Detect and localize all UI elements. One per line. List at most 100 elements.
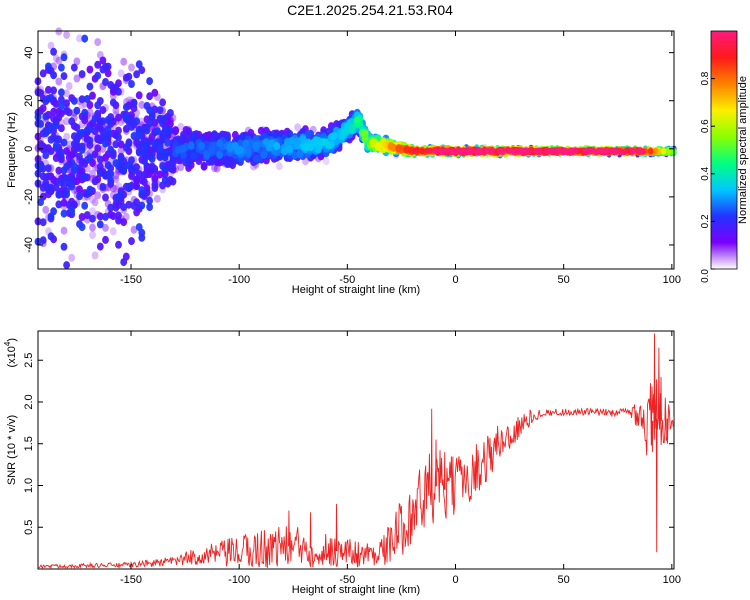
- spectrogram-cell: [146, 146, 154, 155]
- spectrogram-cell: [58, 63, 65, 72]
- spectrogram-cell: [515, 147, 521, 155]
- spectrogram-cell: [611, 148, 617, 155]
- spectrogram-cell: [146, 203, 154, 211]
- spectrogram-cell: [78, 213, 86, 221]
- snr-panel: -150 -100 -50 0 50 100 0.5 1.0 1.5 2.0 2.5 Height…: [3, 330, 681, 596]
- spectrogram-cell: [307, 143, 314, 152]
- spectrogram-cell: [109, 98, 117, 107]
- spectrogram-cell: [208, 157, 216, 166]
- spectrogram-cell: [86, 108, 94, 117]
- spectrogram-cell: [120, 166, 128, 175]
- spectrogram-cell: [198, 141, 205, 150]
- spectrogram-cell: [89, 207, 96, 216]
- spectrogram-y-tick-label: 0: [23, 146, 35, 152]
- spectrogram-cell: [81, 172, 89, 181]
- spectrogram-cell: [60, 198, 68, 207]
- spectrogram-cell: [130, 201, 138, 210]
- spectrogram-cell: [143, 126, 151, 135]
- spectrogram-cell: [52, 121, 60, 130]
- spectrogram-cell: [330, 132, 338, 140]
- spectrogram-cell: [50, 107, 57, 116]
- spectrogram-cell: [107, 169, 115, 178]
- spectrogram-cell: [325, 141, 333, 150]
- spectrogram-y-tick-label: -40: [23, 237, 35, 253]
- spectrogram-cell: [102, 223, 109, 232]
- spectrogram-cell: [138, 186, 146, 195]
- spectrogram-cell: [167, 176, 174, 184]
- spectrogram-cell: [187, 141, 195, 150]
- snr-frame: [37, 330, 675, 570]
- spectrogram-cell: [557, 148, 563, 155]
- spectrogram-cell: [141, 149, 148, 158]
- spectrogram-cell: [161, 153, 169, 162]
- spectrogram-x-tick-label: 0: [452, 274, 458, 286]
- spectrogram-cell: [419, 147, 425, 155]
- spectrogram-cell: [70, 96, 78, 105]
- spectrogram-cell: [151, 118, 159, 127]
- spectrogram-cell: [156, 115, 164, 124]
- spectrogram-y-tick-label: -20: [23, 189, 35, 205]
- spectrogram-cell: [135, 170, 143, 179]
- spectrogram-cell: [73, 123, 81, 132]
- spectrogram-cell: [151, 180, 159, 189]
- svg-text:(x104): (x104): [3, 338, 18, 368]
- spectrogram-cell: [63, 99, 70, 108]
- spectrogram-cell: [107, 81, 115, 89]
- spectrogram-cell: [427, 147, 433, 154]
- spectrogram-cell: [50, 47, 57, 56]
- spectrogram-cell: [60, 72, 68, 81]
- spectrogram-cell: [497, 147, 503, 155]
- spectrogram-cell: [437, 148, 443, 156]
- spectrogram-cell: [45, 172, 52, 181]
- snr-series-line: [38, 333, 674, 569]
- spectrogram-cell: [268, 139, 275, 148]
- spectrogram-cell: [117, 154, 125, 163]
- spectrogram-cell: [55, 113, 63, 122]
- colorbar-tick-label: 0.8: [700, 71, 711, 85]
- spectrogram-cell: [161, 175, 169, 184]
- spectrogram-frame: [37, 30, 675, 270]
- spectrogram-cell: [63, 106, 70, 115]
- spectrogram-cell: [63, 174, 70, 183]
- spectrogram-cell: [151, 88, 159, 97]
- spectrogram-cell: [60, 226, 68, 235]
- spectrogram-cell: [39, 218, 47, 227]
- spectrogram-cell: [81, 201, 89, 210]
- spectrogram-cell: [73, 136, 81, 144]
- spectrogram-cell: [86, 65, 94, 74]
- snr-x-tick-label: 0: [452, 574, 458, 586]
- spectrogram-cell: [58, 148, 65, 157]
- spectrogram-cell: [125, 161, 133, 170]
- spectrogram-cell: [294, 141, 301, 150]
- spectrogram-cell: [289, 136, 296, 145]
- spectrogram-cell: [45, 62, 52, 71]
- snr-exponent-base: (x10: [6, 346, 18, 367]
- spectrogram-cell: [151, 105, 159, 114]
- spectrogram-cell: [296, 150, 304, 159]
- spectrogram-cell: [596, 147, 602, 154]
- spectrogram-cell: [73, 57, 81, 66]
- spectrogram-cell: [273, 142, 281, 151]
- spectrogram-cell: [63, 162, 70, 171]
- spectrogram-cell: [117, 146, 125, 155]
- spectrogram-cell: [58, 101, 65, 110]
- spectrogram-cell: [661, 148, 667, 155]
- spectrogram-cell: [37, 119, 44, 128]
- spectrogram-cell: [622, 148, 628, 155]
- spectrogram-cell: [190, 152, 198, 161]
- spectrogram-cell: [395, 144, 403, 153]
- colorbar-tick-label: 0.6: [700, 119, 711, 133]
- spectrogram-cell: [104, 161, 112, 170]
- spectrogram-x-tick-label: 100: [663, 274, 681, 286]
- spectrogram-cells: [34, 27, 677, 270]
- spectrogram-cell: [52, 135, 60, 144]
- spectrogram-cell: [128, 80, 135, 88]
- spectrogram-cell: [445, 147, 451, 155]
- spectrogram-cell: [63, 190, 70, 199]
- spectrogram-cell: [55, 200, 63, 209]
- spectrogram-cell: [315, 136, 322, 145]
- spectrogram-cell: [583, 147, 589, 154]
- spectrogram-cell: [208, 146, 216, 155]
- spectrogram-cell: [58, 95, 65, 104]
